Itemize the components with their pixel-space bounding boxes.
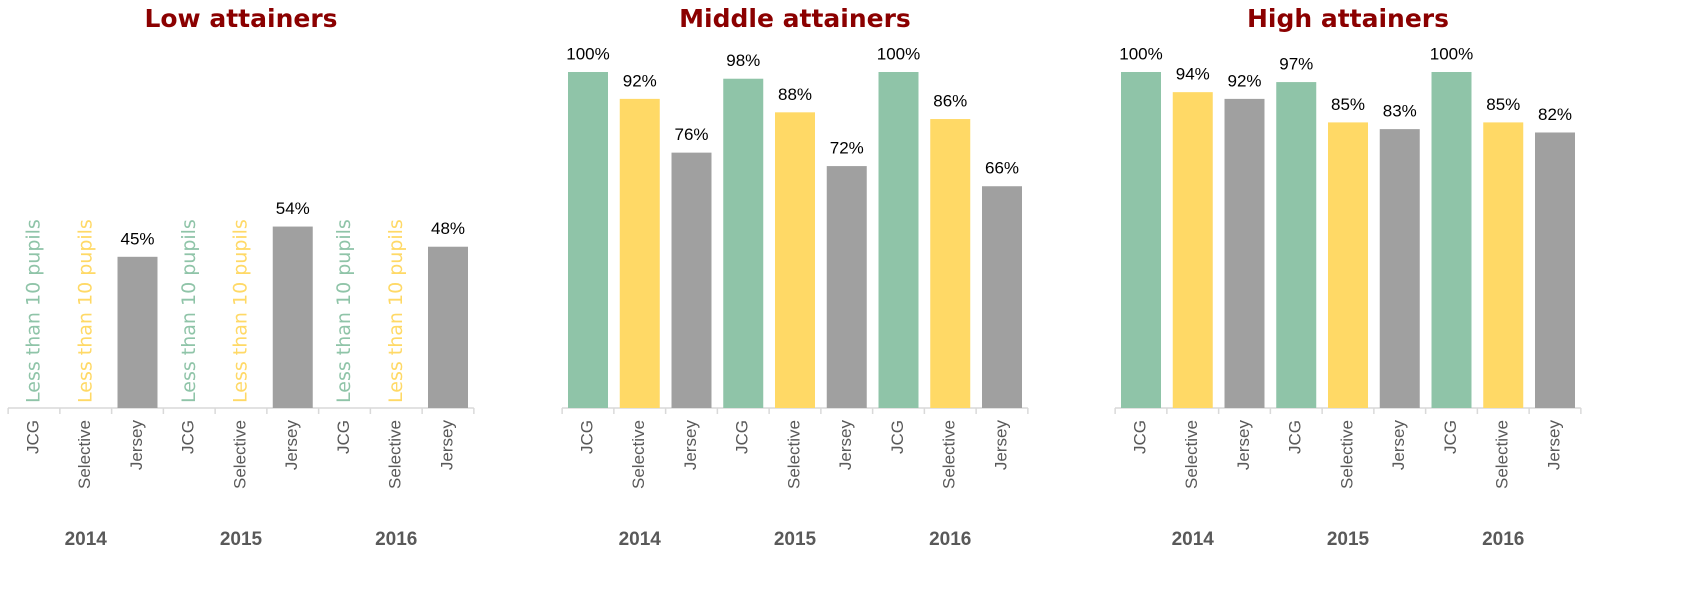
- value-label: 100%: [566, 44, 609, 63]
- bar: [826, 166, 867, 408]
- value-label: 100%: [1119, 44, 1162, 63]
- group-label: 2016: [929, 529, 971, 550]
- value-label: 54%: [276, 199, 310, 218]
- value-label: 86%: [933, 92, 967, 111]
- note-label: Less than 10 pupils: [74, 219, 96, 403]
- group-label: 2014: [619, 529, 662, 550]
- value-label: 100%: [877, 44, 920, 63]
- x-tick-label: Selective: [75, 420, 94, 489]
- bar: [1121, 72, 1161, 408]
- bar: [428, 246, 468, 408]
- x-tick-label: Selective: [386, 420, 405, 489]
- note-label: Less than 10 pupils: [333, 219, 355, 403]
- value-label: 66%: [985, 159, 1019, 178]
- group-label: 2015: [774, 529, 817, 550]
- x-tick-label: JCG: [179, 420, 198, 454]
- group-label: 2016: [375, 529, 417, 550]
- note-label: Less than 10 pupils: [385, 219, 407, 403]
- note-label: Less than 10 pupils: [178, 219, 200, 403]
- value-label: 82%: [1538, 105, 1572, 124]
- x-tick-label: Selective: [940, 420, 959, 489]
- x-tick-label: JCG: [1441, 420, 1460, 454]
- bar: [982, 186, 1022, 408]
- x-tick-label: JCG: [1130, 420, 1149, 454]
- bar: [619, 98, 660, 408]
- chart-title: Low attainers: [144, 4, 337, 33]
- x-tick-label: Selective: [1337, 420, 1356, 489]
- value-label: 72%: [830, 139, 864, 158]
- group-label: 2014: [65, 529, 108, 550]
- chart-title: High attainers: [1247, 4, 1449, 33]
- note-label: Less than 10 pupils: [23, 219, 45, 403]
- bar: [1535, 132, 1575, 409]
- x-tick-label: Jersey: [1234, 420, 1253, 471]
- bar: [1172, 92, 1213, 408]
- value-label: 94%: [1176, 65, 1210, 84]
- x-tick-label: Jersey: [437, 420, 456, 471]
- value-label: 76%: [674, 125, 708, 144]
- value-label: 92%: [1227, 71, 1261, 90]
- x-tick-label: JCG: [577, 420, 596, 454]
- bar: [272, 226, 313, 408]
- value-label: 98%: [726, 51, 760, 70]
- x-tick-label: JCG: [23, 420, 42, 454]
- bar: [1431, 72, 1472, 408]
- group-label: 2015: [220, 529, 263, 550]
- value-label: 48%: [431, 219, 465, 238]
- value-label: 83%: [1383, 102, 1417, 121]
- x-tick-label: JCG: [1286, 420, 1305, 454]
- value-label: 92%: [623, 71, 657, 90]
- group-label: 2015: [1327, 529, 1370, 550]
- x-tick-label: Selective: [1182, 420, 1201, 489]
- bar: [671, 152, 712, 408]
- bar: [1224, 98, 1265, 408]
- x-tick-label: Selective: [1493, 420, 1512, 489]
- bar: [930, 119, 971, 408]
- x-tick-label: JCG: [888, 420, 907, 454]
- bar: [775, 112, 815, 408]
- bar: [117, 256, 158, 408]
- x-tick-label: Selective: [629, 420, 648, 489]
- x-tick-label: Jersey: [991, 420, 1010, 471]
- group-label: 2016: [1482, 529, 1524, 550]
- x-tick-label: Jersey: [836, 420, 855, 471]
- bar: [1328, 122, 1368, 409]
- value-label: 85%: [1331, 95, 1365, 114]
- x-tick-label: Jersey: [127, 420, 146, 471]
- chart-title: Middle attainers: [679, 4, 911, 33]
- value-label: 45%: [120, 229, 154, 248]
- bar: [568, 72, 608, 408]
- x-tick-label: JCG: [334, 420, 353, 454]
- value-label: 100%: [1430, 44, 1473, 63]
- x-tick-label: Selective: [784, 420, 803, 489]
- value-label: 85%: [1486, 95, 1520, 114]
- bar: [1483, 122, 1524, 409]
- bar: [878, 72, 919, 408]
- value-label: 97%: [1279, 55, 1313, 74]
- x-tick-label: Jersey: [1389, 420, 1408, 471]
- value-label: 88%: [778, 85, 812, 104]
- bar: [1379, 129, 1420, 408]
- bar: [723, 78, 764, 408]
- x-tick-label: Selective: [230, 420, 249, 489]
- bar: [1276, 82, 1317, 408]
- group-label: 2014: [1172, 529, 1215, 550]
- x-tick-label: Jersey: [282, 420, 301, 471]
- x-tick-label: Jersey: [681, 420, 700, 471]
- x-tick-label: JCG: [733, 420, 752, 454]
- x-tick-label: Jersey: [1544, 420, 1563, 471]
- note-label: Less than 10 pupils: [230, 219, 252, 403]
